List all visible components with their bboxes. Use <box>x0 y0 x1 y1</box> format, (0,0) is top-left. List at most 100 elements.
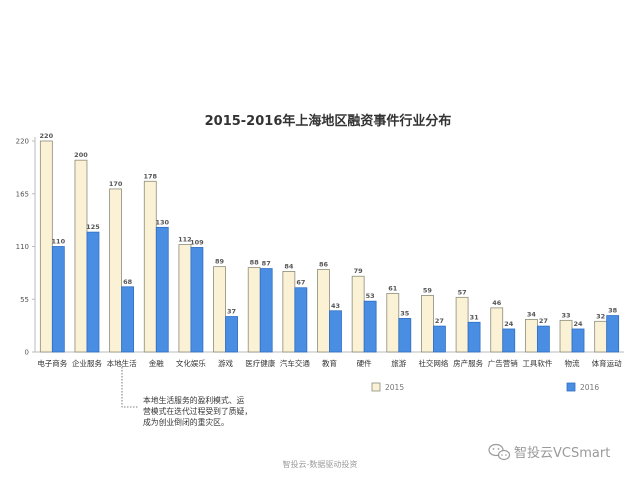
bar-value-label: 200 <box>74 151 88 159</box>
bar-value-label: 33 <box>562 311 571 319</box>
category-labels: 电子商务 企业服务 本地生活 金融 文化娱乐 游戏 医疗健康 汽车交通 教育 硬件 旅游 社交网络 房产… <box>37 358 622 368</box>
annotation-line-2: 营模式在迭代过程受到了质疑， <box>143 406 252 416</box>
bar-value-label: 34 <box>527 310 537 318</box>
bar-value-label: 88 <box>250 259 260 267</box>
bar-2016 <box>502 328 516 353</box>
bar-value-label: 32 <box>596 312 605 320</box>
bar-2016 <box>433 325 446 353</box>
bar-2015 <box>317 269 330 353</box>
bar-2015 <box>490 307 504 353</box>
bar-2015 <box>282 271 296 353</box>
bar-2016 <box>363 300 377 353</box>
bar-2015 <box>213 266 226 353</box>
annotation: 本地生活服务的盈利模式、运 营模式在迭代过程受到了质疑， 成为创业倒闭的重灾区。 <box>121 364 252 427</box>
category-label: 物流 <box>565 358 580 368</box>
bar-value-label: 37 <box>227 308 236 316</box>
y-tick-label: 220 <box>16 138 29 146</box>
bar-value-label: 57 <box>458 288 467 296</box>
bar-2016 <box>86 231 100 353</box>
bar-value-label: 31 <box>470 313 480 321</box>
bar-value-label: 170 <box>109 180 123 188</box>
bar-2016 <box>571 328 585 353</box>
bar-2016 <box>294 287 308 353</box>
bar-value-label: 59 <box>423 286 433 294</box>
bar-value-label: 24 <box>574 320 584 328</box>
bar-2015 <box>109 188 123 353</box>
bar-2016 <box>121 286 135 353</box>
bar-2016 <box>329 310 342 353</box>
y-tick-label: 110 <box>16 243 29 251</box>
annotation-line-3: 成为创业倒闭的重灾区。 <box>143 417 229 427</box>
bar-value-label: 38 <box>608 307 618 315</box>
chart-title: 2015-2016年上海地区融资事件行业分布 <box>205 113 452 129</box>
legend-label-2015: 2015 <box>385 383 404 392</box>
bar-value-label: 27 <box>539 317 548 325</box>
category-label: 医疗健康 <box>245 358 275 368</box>
bar-value-label: 53 <box>366 292 375 300</box>
bar-2015 <box>178 244 192 353</box>
bar-2016 <box>467 321 481 353</box>
bar-2016 <box>190 247 204 353</box>
bar-value-label: 110 <box>52 238 66 246</box>
watermark: 智投云VCSmart <box>488 443 610 461</box>
bar-value-label: 79 <box>354 267 364 275</box>
y-tick-label: 55 <box>20 296 29 304</box>
annotation-leader-line <box>121 364 138 408</box>
category-label: 社交网络 <box>418 358 448 368</box>
category-label: 房产服务 <box>453 358 483 368</box>
bar-value-label: 112 <box>178 236 192 244</box>
bar-2015 <box>455 296 469 353</box>
bar-value-label: 220 <box>40 132 54 140</box>
y-axis-ticks: 0 55 110 165 220 <box>16 138 35 357</box>
bar-value-label: 67 <box>296 279 305 287</box>
bar-2015 <box>74 159 88 353</box>
category-label: 文化娱乐 <box>176 358 206 368</box>
bar-value-label: 178 <box>143 172 157 180</box>
y-tick-label: 165 <box>16 190 29 198</box>
bar-value-label: 125 <box>86 223 100 231</box>
category-label: 汽车交通 <box>280 358 310 368</box>
bar-value-label: 130 <box>155 218 169 226</box>
category-label: 企业服务 <box>72 358 102 368</box>
bar-value-label: 89 <box>215 258 225 266</box>
watermark-text: 智投云VCSmart <box>514 445 610 461</box>
bar-value-label: 86 <box>319 261 329 269</box>
bar-2016 <box>155 226 169 353</box>
category-label: 游戏 <box>218 358 233 368</box>
bar-2016 <box>225 316 238 353</box>
category-label: 广告营销 <box>488 358 518 368</box>
bar-2015 <box>524 318 538 353</box>
annotation-line-1: 本地生活服务的盈利模式、运 <box>143 395 245 405</box>
category-label: 金融 <box>149 358 164 368</box>
bar-2016 <box>51 246 65 353</box>
bar-2016 <box>536 325 550 353</box>
bar-2015 <box>39 140 53 353</box>
category-label: 旅游 <box>391 358 406 368</box>
bar-value-label: 35 <box>400 309 410 317</box>
bar-2015 <box>559 319 573 353</box>
bar-2016 <box>606 315 620 353</box>
category-label: 硬件 <box>357 358 372 368</box>
category-label: 工具软件 <box>522 358 552 368</box>
y-tick-label: 0 <box>25 349 29 357</box>
bar-value-label: 24 <box>504 320 514 328</box>
category-label: 教育 <box>322 358 337 368</box>
bar-value-label: 109 <box>190 238 204 246</box>
bar-value-label: 84 <box>284 262 294 270</box>
bar-value-label: 68 <box>123 278 133 286</box>
bar-value-label: 61 <box>388 284 398 292</box>
bar-2015 <box>143 180 157 353</box>
legend-label-2016: 2016 <box>580 383 599 392</box>
bar-2016 <box>259 268 273 353</box>
bar-2015 <box>421 295 434 353</box>
bar-value-label: 46 <box>492 299 502 307</box>
wechat-icon <box>488 443 511 461</box>
bar-2015 <box>351 275 365 353</box>
bar-value-label: 27 <box>435 317 444 325</box>
legend-swatch-2015 <box>371 382 381 392</box>
category-label: 本地生活 <box>107 358 137 368</box>
bar-2015 <box>386 293 400 353</box>
category-label: 电子商务 <box>37 358 67 368</box>
